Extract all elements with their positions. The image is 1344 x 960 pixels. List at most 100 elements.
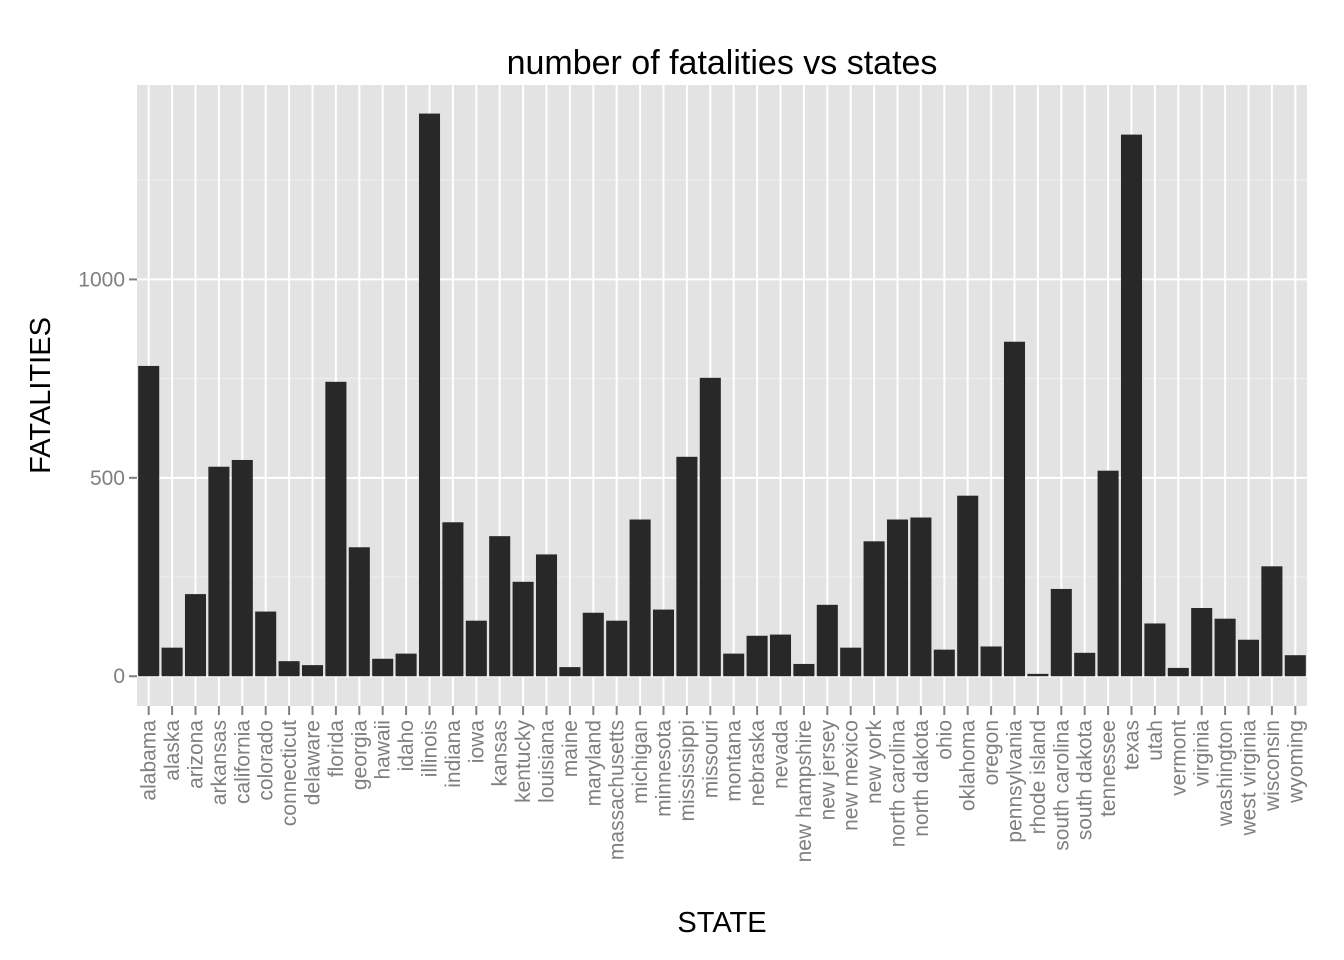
bar — [652, 609, 675, 677]
bar — [910, 517, 932, 677]
x-tick-label: south dakota — [1074, 720, 1097, 841]
bar — [606, 620, 628, 677]
x-tick-label: idaho — [395, 720, 418, 771]
x-tick-label: florida — [325, 720, 348, 778]
x-tick-label: michigan — [629, 720, 652, 804]
bar — [325, 381, 347, 677]
bar — [1214, 618, 1236, 677]
x-tick-label: arkansas — [208, 720, 231, 805]
bar — [840, 647, 862, 677]
bar — [489, 536, 511, 677]
bar — [863, 541, 885, 677]
x-tick-label: west virginia — [1238, 720, 1261, 837]
bar — [1120, 134, 1143, 677]
bar — [676, 456, 698, 677]
bar — [559, 667, 581, 677]
x-tick-label: missouri — [699, 720, 722, 798]
bar — [1144, 623, 1166, 677]
x-tick-label: oklahoma — [957, 720, 980, 811]
x-tick-label: tennessee — [1097, 720, 1120, 817]
x-tick-label: pennsylvania — [1004, 720, 1027, 843]
x-tick-label: maine — [559, 720, 582, 777]
x-tick-label: virginia — [1191, 720, 1214, 787]
bar — [769, 634, 792, 677]
x-tick-label: north carolina — [887, 720, 910, 848]
y-tick-label: 1000 — [78, 268, 125, 291]
x-tick-label: maryland — [582, 720, 605, 806]
x-tick-label: hawaii — [372, 720, 395, 780]
x-tick-label: nebraska — [746, 720, 769, 807]
x-tick-label: alaska — [161, 720, 184, 781]
x-tick-label: new hampshire — [793, 720, 816, 862]
x-tick-label: new jersey — [816, 720, 839, 821]
y-tick-label: 500 — [90, 467, 125, 490]
x-tick-label: minnesota — [653, 720, 676, 817]
bar — [1097, 470, 1119, 677]
x-tick-label: washington — [1214, 720, 1237, 827]
bar — [1167, 667, 1189, 677]
x-tick-label: massachusetts — [606, 720, 629, 860]
bar — [980, 646, 1002, 677]
x-tick-label: alabama — [138, 720, 161, 801]
bar — [1003, 341, 1026, 677]
bar — [1261, 566, 1283, 677]
bar — [512, 581, 534, 677]
bar — [372, 658, 394, 677]
bar — [348, 547, 370, 677]
x-tick-label: new york — [863, 720, 886, 805]
bar — [138, 365, 160, 677]
x-tick-label: kentucky — [512, 720, 535, 803]
y-axis-title: FATALITIES — [25, 317, 57, 474]
bar — [184, 594, 207, 677]
bar — [793, 663, 815, 677]
x-axis-title: STATE — [677, 907, 766, 939]
bar — [723, 653, 745, 677]
bar — [1050, 588, 1072, 677]
x-tick-label: rhode island — [1027, 720, 1050, 834]
bar — [746, 635, 768, 677]
y-tick-label: 0 — [113, 665, 125, 688]
bar — [933, 649, 955, 677]
bar — [278, 661, 300, 677]
x-tick-label: new mexico — [840, 720, 863, 831]
x-tick-label: wisconsin — [1261, 720, 1284, 812]
bar — [1284, 655, 1306, 677]
bar — [886, 519, 909, 677]
x-tick-label: connecticut — [278, 720, 301, 826]
bar — [231, 459, 253, 677]
x-tick-label: nevada — [770, 720, 793, 789]
bar — [1191, 607, 1213, 677]
bar — [816, 604, 838, 677]
bar — [161, 647, 183, 677]
x-tick-label: vermont — [1167, 720, 1190, 796]
x-tick-label: montana — [723, 720, 746, 802]
x-tick-label: illinois — [419, 720, 442, 777]
x-tick-label: georgia — [348, 720, 371, 790]
x-tick-label: delaware — [302, 720, 325, 805]
bar — [208, 466, 230, 677]
bar — [535, 554, 558, 677]
bar — [957, 495, 979, 677]
bar — [395, 653, 417, 677]
bar — [699, 377, 721, 677]
x-tick-label: california — [231, 720, 254, 804]
bar — [582, 612, 604, 677]
x-tick-label: arizona — [185, 720, 208, 789]
x-tick-label: north dakota — [910, 720, 933, 837]
x-tick-label: utah — [1144, 720, 1167, 761]
x-tick-label: colorado — [255, 720, 278, 801]
x-tick-label: iowa — [465, 720, 488, 764]
bar — [418, 113, 441, 677]
bar — [255, 611, 277, 677]
x-tick-label: ohio — [933, 720, 956, 760]
x-tick-label: kansas — [489, 720, 512, 787]
x-tick-label: texas — [1121, 720, 1144, 770]
bar — [629, 519, 651, 677]
bar — [301, 665, 324, 677]
chart-title: number of fatalities vs states — [507, 44, 938, 82]
x-tick-label: wyoming — [1284, 720, 1307, 804]
bar — [465, 620, 487, 677]
x-tick-label: indiana — [442, 720, 465, 788]
x-tick-label: south carolina — [1050, 720, 1073, 851]
